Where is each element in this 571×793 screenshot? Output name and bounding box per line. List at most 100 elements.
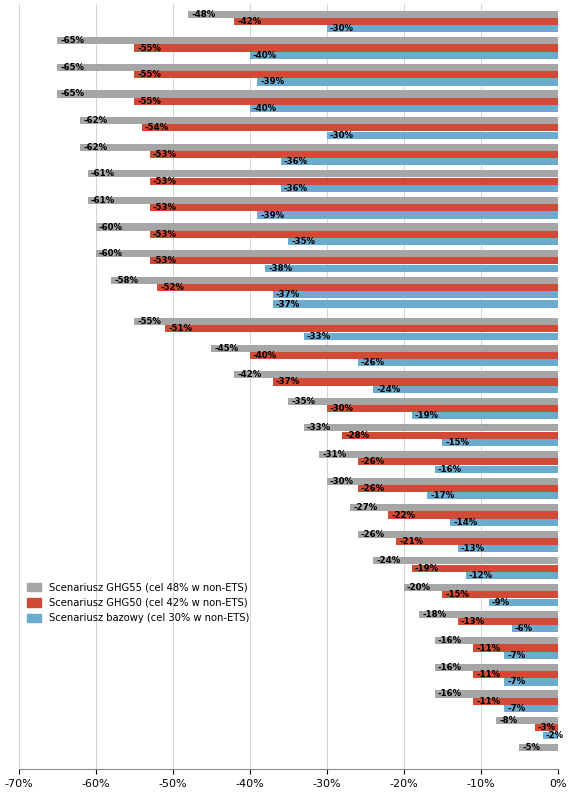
Text: -40%: -40% — [253, 351, 277, 360]
Text: -45%: -45% — [214, 343, 239, 353]
Text: -26%: -26% — [361, 358, 385, 367]
Bar — [443, 592, 558, 599]
Bar — [111, 277, 558, 284]
Bar — [504, 678, 558, 685]
Bar — [520, 744, 558, 751]
Text: -7%: -7% — [507, 651, 525, 660]
Text: -8%: -8% — [500, 716, 517, 725]
Bar — [443, 439, 558, 446]
Text: -30%: -30% — [330, 131, 354, 140]
Bar — [357, 485, 558, 492]
Text: -58%: -58% — [114, 276, 138, 285]
Bar — [57, 37, 558, 44]
Bar — [304, 424, 558, 431]
Bar — [88, 197, 558, 204]
Text: -38%: -38% — [268, 264, 292, 273]
Bar — [150, 151, 558, 158]
Text: -11%: -11% — [476, 644, 500, 653]
Bar — [273, 301, 558, 308]
Text: -12%: -12% — [469, 571, 493, 580]
Text: -21%: -21% — [399, 537, 423, 546]
Bar — [134, 318, 558, 325]
Text: -18%: -18% — [423, 610, 447, 619]
Text: -60%: -60% — [99, 223, 123, 232]
Text: -30%: -30% — [330, 404, 354, 413]
Text: -11%: -11% — [476, 697, 500, 706]
Bar — [373, 385, 558, 393]
Text: -37%: -37% — [276, 377, 300, 386]
Text: -55%: -55% — [137, 70, 161, 79]
Text: -17%: -17% — [430, 491, 455, 500]
Bar — [496, 717, 558, 724]
Text: -35%: -35% — [291, 396, 315, 406]
Text: -60%: -60% — [99, 249, 123, 258]
Text: -9%: -9% — [492, 598, 510, 607]
Bar — [342, 431, 558, 439]
Bar — [388, 511, 558, 519]
Text: -6%: -6% — [515, 624, 533, 634]
Text: -24%: -24% — [376, 385, 400, 394]
Text: -16%: -16% — [438, 465, 462, 473]
Text: -28%: -28% — [345, 431, 369, 439]
Bar — [88, 170, 558, 178]
Bar — [458, 618, 558, 625]
Text: -31%: -31% — [322, 450, 347, 459]
Bar — [150, 258, 558, 265]
Text: -24%: -24% — [376, 557, 400, 565]
Text: -53%: -53% — [152, 150, 176, 159]
Text: -5%: -5% — [522, 743, 541, 752]
Bar — [412, 412, 558, 419]
Text: -3%: -3% — [538, 723, 556, 733]
Bar — [450, 519, 558, 526]
Bar — [280, 159, 558, 166]
Bar — [504, 705, 558, 712]
Text: -30%: -30% — [330, 477, 354, 485]
Bar — [150, 178, 558, 185]
Text: -37%: -37% — [276, 300, 300, 308]
Text: -61%: -61% — [91, 169, 115, 178]
Text: -55%: -55% — [137, 317, 161, 326]
Text: -26%: -26% — [361, 484, 385, 493]
Bar — [489, 599, 558, 606]
Text: -20%: -20% — [407, 583, 431, 592]
Text: -16%: -16% — [438, 636, 462, 646]
Text: -19%: -19% — [415, 412, 439, 420]
Bar — [473, 698, 558, 705]
Text: -15%: -15% — [445, 438, 469, 447]
Bar — [419, 611, 558, 618]
Text: -39%: -39% — [260, 210, 285, 220]
Text: -65%: -65% — [60, 63, 84, 72]
Bar — [150, 231, 558, 238]
Bar — [327, 132, 558, 139]
Text: -37%: -37% — [276, 290, 300, 299]
Bar — [57, 90, 558, 98]
Bar — [350, 504, 558, 511]
Bar — [95, 224, 558, 231]
Text: -53%: -53% — [152, 177, 176, 186]
Text: -33%: -33% — [307, 331, 331, 340]
Bar — [134, 44, 558, 52]
Text: -39%: -39% — [260, 78, 285, 86]
Bar — [435, 638, 558, 645]
Text: -40%: -40% — [253, 51, 277, 59]
Bar — [504, 652, 558, 659]
Bar — [473, 645, 558, 652]
Text: -2%: -2% — [546, 730, 564, 740]
Text: -19%: -19% — [415, 564, 439, 573]
Bar — [80, 144, 558, 151]
Bar — [258, 79, 558, 86]
Bar — [234, 371, 558, 378]
Bar — [535, 724, 558, 731]
Text: -40%: -40% — [253, 104, 277, 113]
Text: -35%: -35% — [291, 237, 315, 246]
Bar — [57, 63, 558, 71]
Text: -61%: -61% — [91, 196, 115, 205]
Bar — [327, 405, 558, 412]
Text: -16%: -16% — [438, 663, 462, 672]
Text: -42%: -42% — [238, 17, 262, 26]
Bar — [265, 265, 558, 272]
Bar — [435, 465, 558, 473]
Bar — [188, 10, 558, 17]
Text: -7%: -7% — [507, 677, 525, 687]
Text: -26%: -26% — [361, 458, 385, 466]
